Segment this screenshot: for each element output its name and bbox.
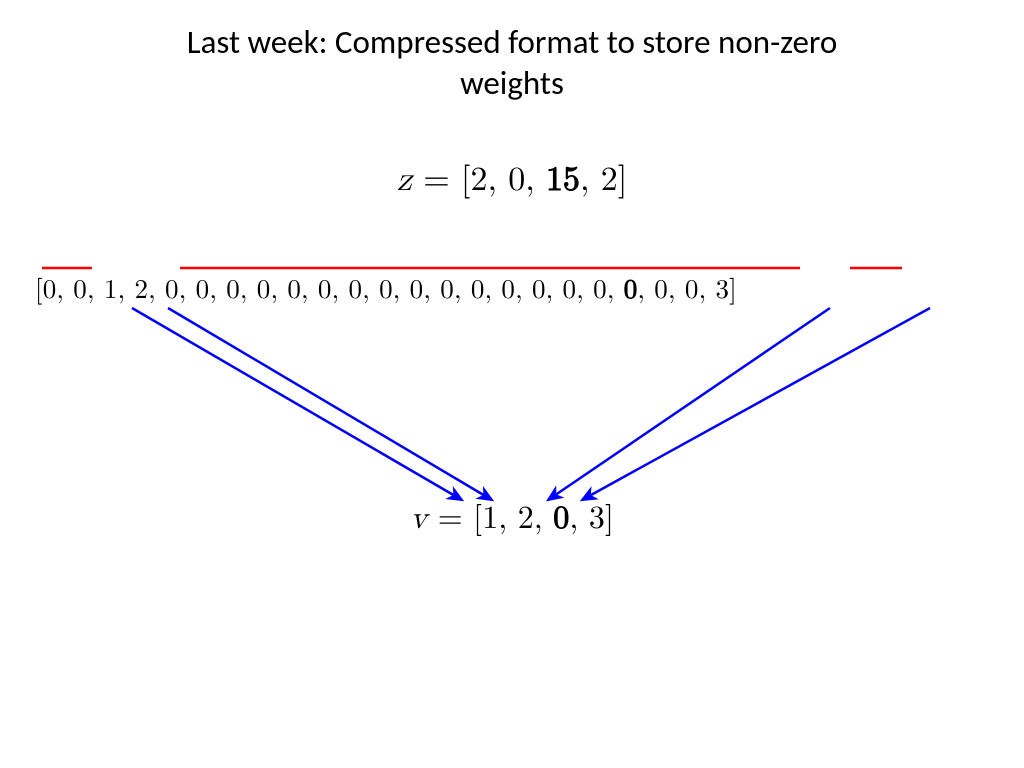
arr-v4: 0 [165, 277, 179, 304]
arr-v11: 0 [379, 277, 393, 304]
arrow-1 [168, 308, 492, 500]
annotation-overlay [0, 0, 1024, 768]
z-v2: 15 [546, 163, 580, 197]
sparse-array-expression: [0, 0, 1, 2, 0, 0, 0, 0, 0, 0, 0, 0, 0, … [35, 275, 737, 307]
arr-t2: 3 [715, 277, 729, 304]
title-line-2: weights [460, 63, 564, 103]
z-v1: 0 [508, 163, 525, 197]
arr-bold0: 0 [624, 277, 638, 304]
arr-v5: 0 [196, 277, 210, 304]
arrow-3 [582, 308, 930, 500]
arrows-group [132, 308, 930, 500]
arr-open: [ [35, 277, 43, 304]
z-v3: 2 [601, 163, 618, 197]
v-c1: , [534, 503, 554, 535]
arr-v13: 0 [440, 277, 454, 304]
z-v0: 2 [470, 163, 487, 197]
v-v3: 3 [589, 503, 605, 535]
v-close: ] [605, 503, 614, 535]
arrow-2 [548, 308, 830, 500]
z-c1: , [525, 163, 546, 197]
arr-v18: 0 [593, 277, 607, 304]
arr-close: ] [729, 277, 737, 304]
arr-v8: 0 [287, 277, 301, 304]
arr-v12: 0 [410, 277, 424, 304]
arr-v16: 0 [532, 277, 546, 304]
arr-t1: 0 [685, 277, 699, 304]
z-expression: z = [2, 0, 15, 2] [0, 160, 1024, 201]
v-eq: = [427, 503, 473, 535]
v-v2: 0 [553, 503, 569, 535]
arr-v7: 0 [257, 277, 271, 304]
slide-title: Last week: Compressed format to store no… [0, 22, 1024, 105]
z-c2: , [580, 163, 601, 197]
v-var: v [410, 503, 427, 535]
arr-v0: 0 [43, 277, 57, 304]
arr-v14: 0 [471, 277, 485, 304]
arr-t0: 0 [654, 277, 668, 304]
v-expression: v = [1, 2, 0, 3] [0, 500, 1024, 538]
arr-v2: 1 [104, 277, 118, 304]
v-open: [ [473, 503, 482, 535]
v-c2: , [569, 503, 589, 535]
arrow-0 [132, 308, 462, 500]
z-c0: , [487, 163, 508, 197]
arr-v10: 0 [349, 277, 363, 304]
arr-v1: 0 [73, 277, 87, 304]
arr-v6: 0 [226, 277, 240, 304]
arr-v15: 0 [501, 277, 515, 304]
arr-v17: 0 [563, 277, 577, 304]
arr-v3: 2 [134, 277, 148, 304]
z-close: ] [618, 163, 627, 197]
z-eq: = [412, 163, 461, 197]
v-v0: 1 [482, 503, 498, 535]
title-line-1: Last week: Compressed format to store no… [187, 22, 838, 62]
z-var: z [397, 163, 412, 197]
v-v1: 2 [518, 503, 534, 535]
arr-v9: 0 [318, 277, 332, 304]
v-c0: , [498, 503, 518, 535]
